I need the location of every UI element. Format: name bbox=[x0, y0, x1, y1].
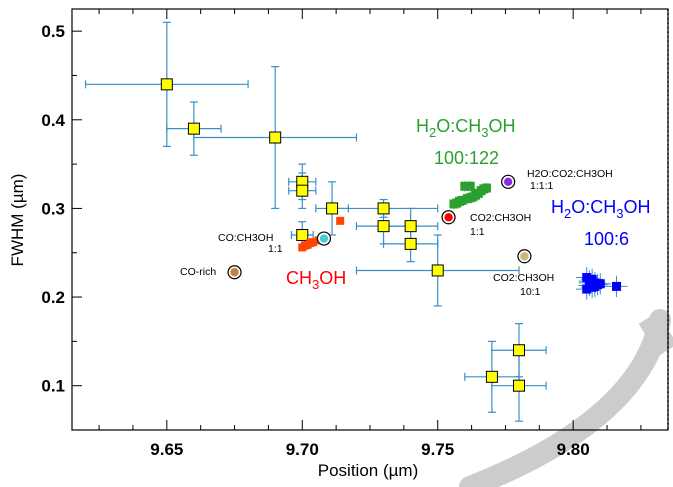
yellow-square-point bbox=[513, 344, 525, 357]
y-tick-label: 0.3 bbox=[41, 199, 65, 218]
watermark-slash bbox=[638, 312, 673, 356]
blue-square-point bbox=[595, 279, 605, 289]
orange-square-point bbox=[336, 216, 345, 225]
green-square-point bbox=[481, 183, 491, 193]
circle-point bbox=[520, 252, 529, 261]
yellow-square-point bbox=[187, 122, 200, 135]
circle-point bbox=[230, 268, 239, 277]
yellow-square-point bbox=[326, 202, 339, 215]
yellow-square-point bbox=[296, 229, 309, 242]
label-green-formula: H2O:CH3OH bbox=[416, 116, 515, 140]
label-co2-ch3oh-b1: CO2:CH3OH bbox=[493, 272, 554, 284]
x-tick-label: 9.80 bbox=[557, 440, 590, 459]
label-green-ratio: 100:122 bbox=[434, 148, 499, 168]
yellow-square-point bbox=[269, 131, 282, 144]
label-co2-ch3oh-a1: CO2:CH3OH bbox=[470, 212, 531, 224]
data-markers bbox=[160, 78, 622, 392]
label-co2-ch3oh-a2: 1:1 bbox=[470, 226, 485, 238]
x-tick-label: 9.70 bbox=[286, 440, 319, 459]
label-h2o-co2-1: H2O:CO2:CH3OH bbox=[527, 168, 613, 180]
circle-point bbox=[503, 177, 513, 187]
circle-point bbox=[319, 234, 329, 243]
label-co-rich: CO-rich bbox=[180, 266, 216, 278]
yellow-square-point bbox=[431, 264, 444, 277]
y-tick-label: 0.5 bbox=[41, 22, 65, 41]
yellow-square-point bbox=[485, 370, 498, 383]
label-co-ch3oh-2: 1:1 bbox=[268, 243, 283, 255]
yellow-square-point bbox=[377, 202, 390, 215]
blue-square-point bbox=[584, 278, 594, 288]
yellow-square-point bbox=[160, 78, 173, 91]
yellow-square-point bbox=[296, 184, 309, 197]
y-axis-title: FWHM (µm) bbox=[8, 174, 27, 267]
yellow-square-point bbox=[513, 379, 525, 392]
blue-square-point bbox=[590, 281, 600, 291]
label-co-ch3oh-1: CO:CH3OH bbox=[218, 232, 273, 244]
label-blue-ratio: 100:6 bbox=[584, 229, 629, 249]
orange-square-point bbox=[309, 238, 318, 247]
blue-square-point bbox=[612, 281, 622, 291]
yellow-square-point bbox=[377, 220, 390, 233]
y-tick-labels: 0.1 0.2 0.3 0.4 0.5 bbox=[41, 22, 65, 396]
x-tick-label: 9.65 bbox=[150, 440, 183, 459]
y-tick-label: 0.4 bbox=[41, 111, 65, 130]
y-tick-label: 0.2 bbox=[41, 288, 65, 307]
label-co2-ch3oh-b2: 10:1 bbox=[520, 286, 541, 298]
circle-point bbox=[444, 213, 453, 222]
green-square-point bbox=[457, 195, 467, 205]
label-red-formula: CH3OH bbox=[286, 268, 346, 292]
yellow-square-point bbox=[404, 220, 417, 233]
axis-ticks bbox=[72, 9, 642, 431]
y-tick-label: 0.1 bbox=[41, 377, 65, 396]
x-axis-title: Position (µm) bbox=[318, 461, 418, 480]
blue-square-point bbox=[582, 284, 592, 294]
green-square-point bbox=[460, 181, 470, 191]
label-h2o-co2-2: 1:1:1 bbox=[530, 180, 554, 192]
label-blue-formula: H2O:CH3OH bbox=[551, 197, 650, 221]
x-tick-label: 9.75 bbox=[421, 440, 454, 459]
yellow-square-point bbox=[404, 237, 417, 250]
green-square-point bbox=[465, 181, 475, 191]
x-tick-labels: 9.65 9.70 9.75 9.80 bbox=[150, 440, 589, 459]
watermark-arc bbox=[459, 309, 671, 487]
plot-frame bbox=[71, 8, 669, 431]
